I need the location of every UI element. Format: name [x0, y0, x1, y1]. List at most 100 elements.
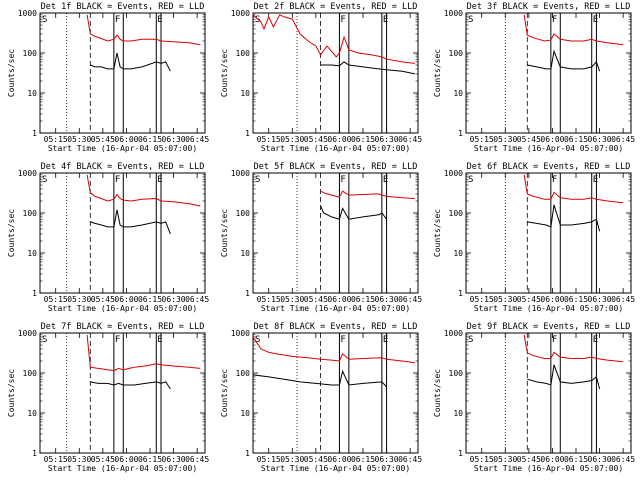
y-tick-label: 100	[449, 369, 464, 378]
y-tick-label: 100	[236, 209, 251, 218]
x-tick-label: 05:15	[44, 135, 68, 144]
events-series-line	[320, 205, 387, 220]
x-tick-label: 05:15	[257, 135, 281, 144]
plot-frame	[465, 172, 632, 294]
x-tick-label: 06:15	[564, 135, 588, 144]
x-tick-label: 06:30	[588, 295, 612, 304]
lld-series-line	[86, 334, 201, 372]
x-tick-label: 05:30	[280, 295, 304, 304]
y-tick-label: 1	[458, 129, 463, 138]
x-axis-title: Start Time (16-Apr-04 05:07:00)	[48, 464, 197, 473]
x-tick-label: 06:30	[162, 455, 186, 464]
flag-label: S	[255, 15, 260, 25]
x-tick-label: 06:00	[114, 135, 138, 144]
x-axis-title: Start Time (16-Apr-04 05:07:00)	[261, 144, 410, 153]
y-tick-label: 100	[236, 369, 251, 378]
x-tick-label: 06:30	[162, 135, 186, 144]
detector-chart: Det 6f BLACK = Events, RED = LLD 1 10 100 10…	[426, 160, 639, 320]
x-axis-title: Start Time (16-Apr-04 05:07:00)	[474, 144, 623, 153]
x-tick-label: 06:15	[564, 295, 588, 304]
y-tick-label: 1	[458, 289, 463, 298]
chart-svg: Det 5f BLACK = Events, RED = LLD 1 10 100 10…	[220, 162, 422, 313]
y-axis-title: Counts/sec	[220, 209, 229, 257]
x-tick-label: 05:15	[470, 135, 494, 144]
flag-label: E	[593, 335, 598, 345]
x-tick-label: 06:15	[138, 455, 162, 464]
x-tick-label: 05:45	[91, 295, 115, 304]
x-tick-label: 06:15	[351, 295, 375, 304]
events-series-line	[320, 61, 416, 75]
y-tick-label: 100	[23, 209, 38, 218]
x-tick-label: 06:45	[611, 135, 635, 144]
events-series-line	[90, 52, 171, 72]
y-tick-label: 10	[453, 409, 463, 418]
chart-title: Det 1f BLACK = Events, RED = LLD	[41, 2, 205, 12]
y-tick-label: 100	[449, 209, 464, 218]
y-tick-label: 10	[453, 249, 463, 258]
x-tick-label: 05:45	[91, 455, 115, 464]
detector-chart: Det 3f BLACK = Events, RED = LLD 1 10 100 10…	[426, 0, 639, 160]
x-tick-label: 05:15	[44, 455, 68, 464]
events-series-line	[90, 209, 171, 235]
y-axis-title: Counts/sec	[433, 369, 442, 417]
flag-label: F	[340, 335, 345, 345]
flag-label: E	[383, 15, 388, 25]
x-tick-label: 06:30	[375, 455, 399, 464]
x-tick-label: 05:30	[67, 295, 91, 304]
x-tick-label: 05:30	[67, 455, 91, 464]
y-axis-title: Counts/sec	[433, 209, 442, 257]
x-tick-label: 06:45	[398, 295, 422, 304]
x-tick-label: 06:00	[327, 455, 351, 464]
lld-series-line	[86, 14, 201, 46]
flag-label: E	[157, 335, 162, 345]
y-tick-label: 1000	[231, 329, 250, 338]
y-tick-label: 100	[236, 49, 251, 58]
y-tick-label: 1000	[444, 169, 463, 178]
x-tick-label: 06:00	[327, 135, 351, 144]
x-tick-label: 06:30	[375, 295, 399, 304]
detector-chart: Det 5f BLACK = Events, RED = LLD 1 10 100 10…	[213, 160, 426, 320]
y-axis-title: Counts/sec	[220, 369, 229, 417]
chart-title: Det 9f BLACK = Events, RED = LLD	[467, 322, 631, 332]
flag-label: E	[157, 175, 162, 185]
detector-chart: Det 7f BLACK = Events, RED = LLD 1 10 100 10…	[0, 320, 213, 480]
x-tick-label: 06:45	[398, 455, 422, 464]
flag-label: S	[42, 335, 47, 345]
chart-svg: Det 1f BLACK = Events, RED = LLD 1 10 100 10…	[7, 2, 209, 153]
flag-label: F	[552, 175, 557, 185]
y-axis-title: Counts/sec	[7, 369, 16, 417]
x-tick-label: 06:00	[114, 455, 138, 464]
lld-series-line	[523, 14, 624, 46]
lld-series-line	[523, 334, 624, 363]
chart-title: Det 6f BLACK = Events, RED = LLD	[467, 162, 631, 172]
chart-title: Det 7f BLACK = Events, RED = LLD	[41, 322, 205, 332]
flag-label: E	[383, 335, 388, 345]
y-tick-label: 1	[245, 449, 250, 458]
y-tick-label: 1000	[18, 9, 37, 18]
x-tick-label: 05:30	[67, 135, 91, 144]
x-tick-label: 06:15	[138, 295, 162, 304]
y-tick-label: 1	[245, 129, 250, 138]
flag-label: E	[383, 175, 388, 185]
chart-svg: Det 9f BLACK = Events, RED = LLD 1 10 100 10…	[433, 322, 635, 473]
x-tick-label: 06:00	[327, 295, 351, 304]
plot-frame	[39, 172, 206, 294]
y-tick-label: 100	[449, 49, 464, 58]
x-axis-title: Start Time (16-Apr-04 05:07:00)	[48, 304, 197, 313]
flag-label: F	[552, 15, 557, 25]
x-tick-label: 05:15	[470, 455, 494, 464]
y-tick-label: 1000	[18, 169, 37, 178]
lld-series-line	[320, 190, 415, 199]
events-series-line	[527, 364, 601, 390]
x-tick-label: 06:15	[138, 135, 162, 144]
x-tick-label: 05:45	[517, 455, 541, 464]
detector-chart: Det 8f BLACK = Events, RED = LLD 1 10 100 10…	[213, 320, 426, 480]
chart-svg: Det 7f BLACK = Events, RED = LLD 1 10 100 10…	[7, 322, 209, 473]
plot-frame	[465, 12, 632, 134]
x-tick-label: 06:00	[114, 295, 138, 304]
y-tick-label: 10	[240, 249, 250, 258]
y-tick-label: 1	[458, 449, 463, 458]
events-series-line	[90, 381, 171, 390]
chart-svg: Det 8f BLACK = Events, RED = LLD 1 10 100 10…	[220, 322, 422, 473]
